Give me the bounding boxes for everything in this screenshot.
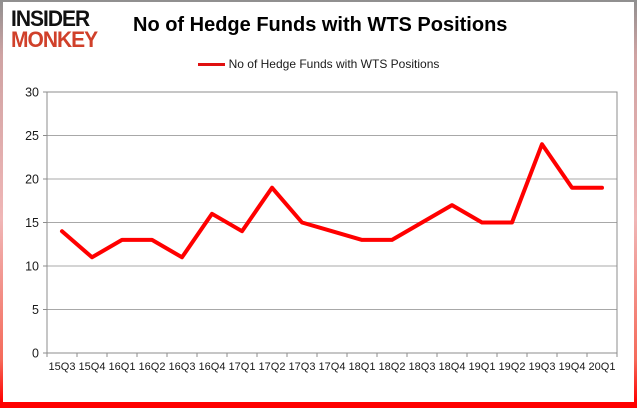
- x-tick-label: 19Q1: [469, 361, 496, 373]
- series-line: [60, 142, 604, 260]
- x-tick-label: 18Q1: [349, 361, 376, 373]
- y-tick-label: 0: [32, 347, 39, 361]
- x-tick-label: 16Q4: [199, 361, 226, 373]
- x-tick-label: 19Q2: [499, 361, 526, 373]
- legend-series-label: No of Hedge Funds with WTS Positions: [228, 57, 440, 71]
- x-tick-label: 17Q2: [259, 361, 286, 373]
- plot-area-container: 0 5 10 15 20 25 30 15Q3 15Q4 16Q1 16Q2 16Q3 16Q4 17Q1…: [3, 2, 634, 402]
- x-tick-label: 17Q4: [319, 361, 346, 373]
- y-tick-label: 30: [25, 86, 39, 100]
- x-tick-label: 16Q3: [169, 361, 196, 373]
- x-tick-label: 17Q1: [229, 361, 256, 373]
- x-tick-label: 17Q3: [289, 361, 316, 373]
- chart-header: INSIDER MONKEY No of Hedge Funds with WT…: [11, 6, 626, 54]
- chart-legend: No of Hedge Funds with WTS Positions: [3, 56, 634, 72]
- x-tick-label: 19Q4: [559, 361, 586, 373]
- x-tick-label: 15Q3: [49, 361, 76, 373]
- chart-card: INSIDER MONKEY No of Hedge Funds with WT…: [3, 2, 634, 402]
- logo-line-insider: INSIDER: [11, 6, 90, 32]
- plot-border: [46, 91, 618, 354]
- insider-monkey-logo: INSIDER MONKEY: [11, 6, 123, 52]
- y-tick-label: 15: [25, 216, 39, 230]
- logo-line-monkey: MONKEY: [11, 27, 98, 52]
- y-tick-label: 20: [25, 173, 39, 187]
- legend-line-swatch-icon: [197, 62, 225, 66]
- y-tick-label: 5: [32, 303, 39, 317]
- chart-svg: 0 5 10 15 20 25 30 15Q3 15Q4 16Q1 16Q2 16Q3 16Q4 17Q1…: [25, 86, 618, 373]
- x-tick-label: 18Q3: [409, 361, 436, 373]
- y-tick-label: 10: [25, 260, 39, 274]
- x-tick-label: 20Q1: [589, 361, 616, 373]
- y-tick-label: 25: [25, 129, 39, 143]
- x-tick-label: 15Q4: [79, 361, 106, 373]
- x-tick-label: 19Q3: [529, 361, 556, 373]
- x-tick-label: 18Q2: [379, 361, 406, 373]
- x-tick-label: 16Q2: [139, 361, 166, 373]
- chart-title: No of Hedge Funds with WTS Positions: [133, 14, 508, 36]
- x-tick-label: 16Q1: [109, 361, 136, 373]
- x-tick-label: 18Q4: [439, 361, 466, 373]
